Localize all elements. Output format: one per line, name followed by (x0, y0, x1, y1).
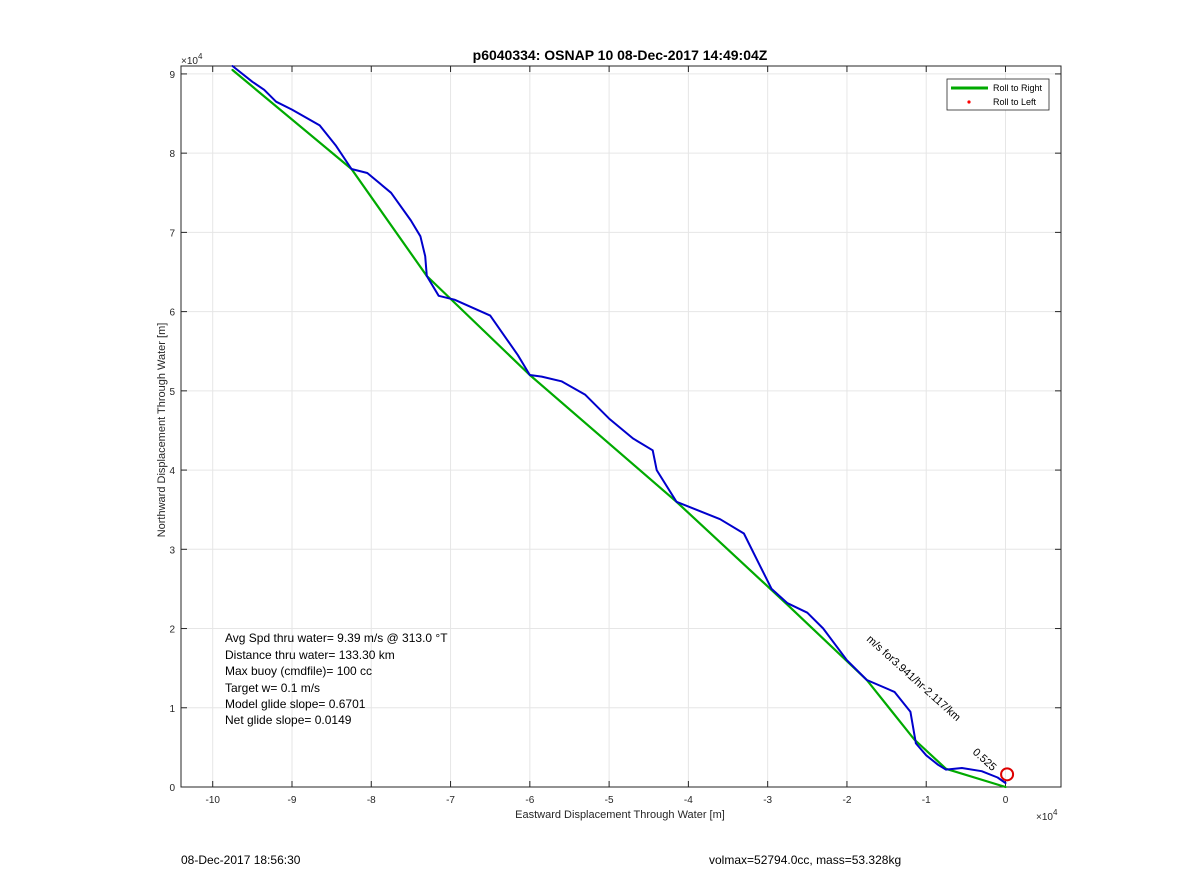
stats-annotation: Avg Spd thru water= 9.39 m/s @ 313.0 °T … (225, 631, 448, 727)
x-tick-label: -8 (367, 795, 376, 806)
y-exponent-base: ×10 (181, 56, 198, 67)
y-tick-label: 3 (169, 545, 175, 556)
stat-avg-speed: Avg Spd thru water= 9.39 m/s @ 313.0 °T (225, 631, 448, 645)
x-exponent-base: ×10 (1036, 812, 1053, 823)
y-tick-label: 9 (169, 70, 175, 81)
position-marker (1000, 767, 1015, 782)
x-tick-label: -2 (842, 795, 851, 806)
x-tick-label: -1 (922, 795, 931, 806)
axes-box (180, 65, 1062, 788)
x-tick-label: -4 (684, 795, 693, 806)
legend-box (946, 78, 1050, 111)
y-tick-label: 7 (169, 228, 175, 239)
legend-label-roll-right: Roll to Right (993, 83, 1043, 93)
series-track (231, 65, 1007, 784)
rotated-speed-label: m/s for3.941/hr-2.117/km (864, 633, 963, 724)
x-exponent-label: ×104 (1036, 808, 1058, 823)
y-axis-label: Northward Displacement Through Water [m] (156, 323, 168, 538)
legend-label-roll-left: Roll to Left (993, 97, 1037, 107)
plot-series (231, 65, 1007, 789)
x-tick-label: 0 (1003, 795, 1009, 806)
markers (1000, 767, 1015, 782)
y-tick-label: 2 (169, 625, 175, 636)
series-roll-to-right (231, 68, 1007, 789)
legend: Roll to Right Roll to Left (946, 78, 1050, 111)
y-tick-label: 4 (169, 466, 175, 477)
x-tick-label: -6 (525, 795, 534, 806)
chart-title: p6040334: OSNAP 10 08-Dec-2017 14:49:04Z (473, 47, 768, 63)
y-exponent-power: 4 (198, 52, 203, 61)
y-tick-label: 0 (169, 783, 175, 794)
stat-model-glide: Model glide slope= 0.6701 (225, 697, 366, 711)
grid (181, 66, 1061, 788)
y-tick-label: 1 (169, 704, 175, 715)
stat-distance: Distance thru water= 133.30 km (225, 648, 395, 662)
stat-target-w: Target w= 0.1 m/s (225, 681, 320, 695)
y-tick-label: 8 (169, 149, 175, 160)
x-tick-label: -9 (288, 795, 297, 806)
x-tick-label: -10 (205, 795, 220, 806)
footer-timestamp: 08-Dec-2017 18:56:30 (181, 853, 301, 867)
y-exponent-label: ×104 (181, 52, 203, 67)
stat-net-glide: Net glide slope= 0.0149 (225, 713, 352, 727)
legend-dot-roll-left (967, 100, 971, 104)
x-axis-label: Eastward Displacement Through Water [m] (515, 809, 725, 821)
footer-info: volmax=52794.0cc, mass=53.328kg (709, 853, 902, 867)
x-tick-label: -7 (446, 795, 455, 806)
y-tick-label: 5 (169, 387, 175, 398)
stat-max-buoy: Max buoy (cmdfile)= 100 cc (225, 664, 372, 678)
x-tick-label: -3 (763, 795, 772, 806)
y-tick-label: 6 (169, 308, 175, 319)
x-tick-label: -5 (605, 795, 614, 806)
x-exponent-power: 4 (1053, 808, 1058, 817)
